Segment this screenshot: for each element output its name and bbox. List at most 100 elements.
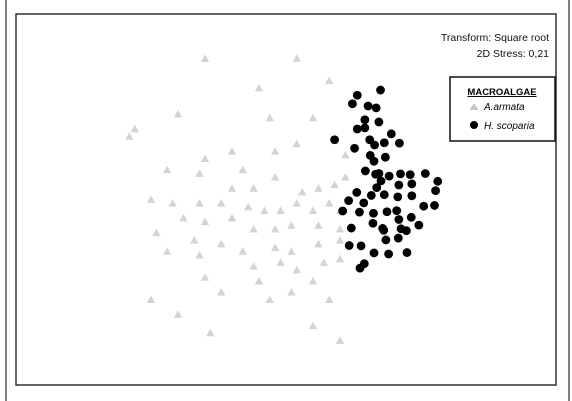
point-a-armata	[195, 169, 204, 177]
point-a-armata	[163, 165, 172, 174]
point-a-armata	[271, 243, 280, 252]
point-h-scoparia	[348, 99, 357, 109]
legend: MACROALGAE A.armata H. scoparia	[449, 76, 556, 142]
point-h-scoparia	[344, 241, 354, 250]
point-h-scoparia	[402, 248, 412, 257]
point-h-scoparia	[355, 207, 364, 217]
legend-label-a-armata: A.armata	[483, 102, 525, 113]
point-a-armata	[173, 109, 183, 118]
point-h-scoparia	[384, 249, 393, 259]
point-a-armata	[244, 202, 253, 211]
point-a-armata	[335, 224, 345, 233]
point-a-armata	[227, 213, 237, 222]
point-a-armata	[227, 184, 237, 192]
point-a-armata	[287, 221, 296, 229]
point-h-scoparia	[392, 206, 402, 216]
point-h-scoparia	[376, 85, 385, 95]
point-a-armata	[217, 288, 226, 296]
point-h-scoparia	[379, 190, 389, 200]
point-a-armata	[292, 139, 301, 148]
point-h-scoparia	[394, 215, 404, 224]
point-a-armata	[287, 247, 296, 255]
point-a-armata	[308, 276, 318, 285]
point-a-armata	[308, 321, 318, 329]
point-a-armata	[314, 239, 323, 248]
legend-label-h-scoparia: H. scoparia	[484, 121, 535, 132]
point-h-scoparia	[369, 208, 378, 218]
point-a-armata	[271, 224, 280, 233]
point-h-scoparia	[394, 180, 404, 190]
point-a-armata	[173, 310, 183, 318]
point-h-scoparia	[405, 170, 415, 180]
point-h-scoparia	[420, 169, 430, 178]
point-a-armata	[292, 265, 301, 274]
point-h-scoparia	[366, 191, 376, 200]
point-h-scoparia	[414, 220, 424, 230]
legend-marker-h-scoparia	[470, 121, 478, 129]
series-a-armata	[125, 54, 350, 344]
point-a-armata	[195, 250, 204, 259]
point-h-scoparia	[352, 124, 362, 134]
point-a-armata	[292, 199, 301, 207]
point-h-scoparia	[396, 224, 406, 234]
series-h-scoparia	[330, 85, 443, 273]
point-h-scoparia	[350, 143, 359, 153]
point-h-scoparia	[393, 192, 403, 202]
point-h-scoparia	[419, 201, 429, 211]
point-a-armata	[125, 132, 134, 140]
point-h-scoparia	[395, 138, 404, 148]
point-h-scoparia	[386, 129, 396, 139]
point-h-scoparia	[381, 235, 391, 245]
point-a-armata	[335, 336, 345, 344]
point-a-armata	[254, 84, 264, 92]
point-a-armata	[249, 262, 258, 270]
annotation-transform: Transform: Square root	[441, 32, 549, 44]
point-a-armata	[314, 221, 323, 229]
point-a-armata	[200, 217, 210, 226]
point-h-scoparia	[352, 188, 362, 197]
point-h-scoparia	[407, 179, 417, 189]
point-h-scoparia	[431, 186, 440, 195]
point-a-armata	[298, 187, 307, 196]
point-h-scoparia	[406, 212, 416, 222]
point-a-armata	[249, 184, 258, 192]
point-a-armata	[325, 76, 334, 85]
point-a-armata	[190, 236, 199, 244]
point-a-armata	[195, 199, 204, 207]
point-a-armata	[265, 113, 274, 122]
point-h-scoparia	[355, 263, 365, 273]
point-a-armata	[227, 147, 237, 155]
point-h-scoparia	[382, 207, 392, 217]
point-a-armata	[163, 247, 172, 255]
point-h-scoparia	[433, 176, 443, 186]
point-a-armata	[238, 165, 247, 174]
point-a-armata	[292, 54, 301, 62]
point-a-armata	[146, 195, 156, 203]
point-h-scoparia	[407, 191, 417, 201]
point-h-scoparia	[372, 183, 382, 193]
point-h-scoparia	[371, 103, 381, 113]
point-h-scoparia	[379, 225, 389, 235]
point-a-armata	[271, 147, 280, 155]
point-h-scoparia	[346, 223, 356, 233]
point-a-armata	[319, 258, 328, 266]
point-a-armata	[330, 180, 339, 189]
point-a-armata	[254, 276, 264, 285]
point-a-armata	[325, 199, 334, 207]
point-h-scoparia	[360, 166, 370, 176]
point-a-armata	[146, 295, 156, 304]
point-h-scoparia	[374, 117, 384, 127]
point-h-scoparia	[376, 176, 386, 186]
point-h-scoparia	[430, 201, 439, 210]
legend-marker-a-armata	[469, 103, 479, 110]
point-h-scoparia	[374, 169, 384, 178]
point-h-scoparia	[380, 152, 390, 162]
point-a-armata	[168, 199, 177, 207]
legend-title: MACROALGAE	[467, 87, 536, 98]
point-a-armata	[335, 254, 345, 263]
point-a-armata	[287, 288, 296, 296]
point-a-armata	[314, 184, 323, 192]
point-h-scoparia	[368, 218, 378, 228]
point-a-armata	[341, 150, 350, 159]
